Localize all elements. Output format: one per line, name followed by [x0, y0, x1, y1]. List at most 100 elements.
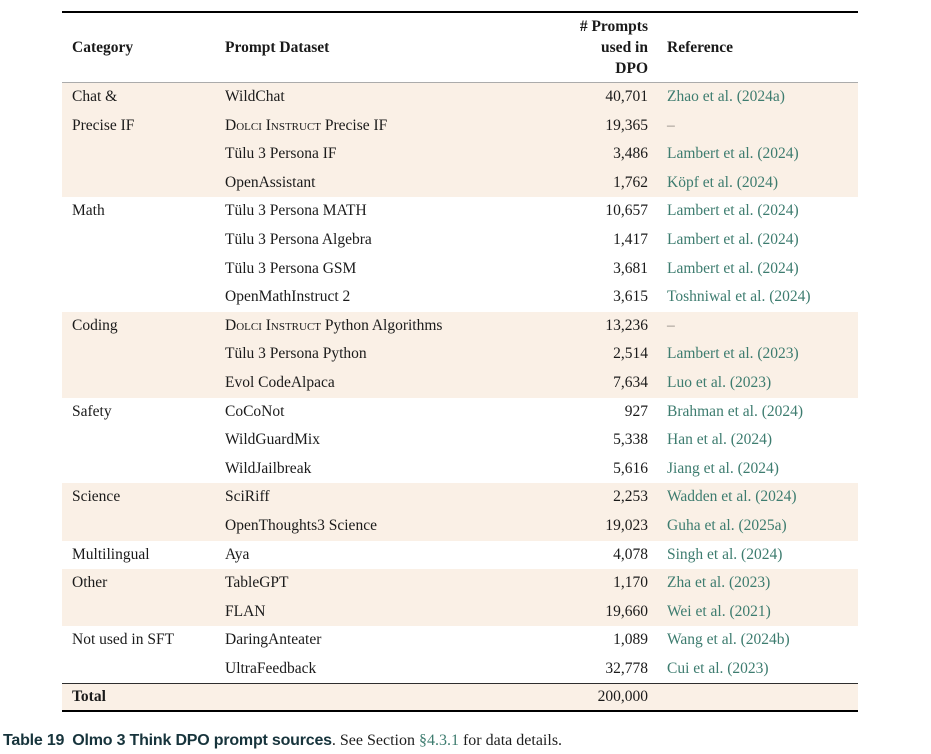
table-row: WildGuardMix 5,338 Han et al. (2024) — [62, 426, 858, 455]
table-row: Tülu 3 Persona IF 3,486 Lambert et al. (20… — [62, 140, 858, 169]
num-prompts-cell: 1,089 — [613, 631, 648, 649]
num-prompts-cell: 1,762 — [613, 173, 648, 191]
reference-citation-link[interactable]: Lambert et al. (2024) — [667, 202, 799, 220]
col-header-category: Category — [72, 38, 134, 56]
reference-citation-link[interactable]: Brahman et al. (2024) — [667, 402, 804, 420]
num-prompts-cell: 2,514 — [613, 345, 648, 363]
reference-citation-link[interactable]: Zhao et al. (2024a) — [667, 88, 785, 105]
category-cell — [72, 283, 225, 312]
table-row: Dolci Instruct Precise IF 19,365 – — [62, 112, 858, 141]
prompt-dataset-cell: WildJailbreak — [225, 459, 312, 477]
reference-citation-link[interactable]: Jiang et al. (2024) — [667, 459, 779, 477]
num-prompts-cell: 32,778 — [605, 659, 648, 677]
reference-citation-link[interactable]: Singh et al. (2024) — [667, 545, 783, 563]
reference-citation-link[interactable]: Lambert et al. (2024) — [667, 259, 799, 277]
reference-citation-link[interactable]: Lambert et al. (2023) — [667, 345, 799, 363]
col-header-num-prompts: # Prompts used in DPO — [579, 18, 648, 77]
table-row: OpenThoughts3 Science 19,023 Guha et al. (… — [62, 512, 858, 541]
category-cell — [72, 340, 225, 369]
reference-citation-link[interactable]: Wadden et al. (2024) — [667, 488, 797, 506]
num-prompts-cell: 5,338 — [613, 431, 648, 449]
caption-text-end: for data details. — [458, 732, 563, 749]
table-caption: Table 19 Olmo 3 Think DPO prompt sources.… — [3, 732, 928, 750]
prompt-dataset-cell: Tülu 3 Persona Algebra — [225, 230, 372, 248]
category-cell: Math — [72, 202, 105, 220]
category-group: Other TableGPT 1,170 Zha et al. (2023) FLAN 1… — [62, 569, 858, 627]
category-group: Chat & Precise IF WildChat 40,701 Zhao et a… — [62, 83, 858, 198]
col-header-reference: Reference — [667, 38, 733, 56]
dpo-prompt-sources-table: Category Prompt Dataset # Prompts used i… — [62, 11, 858, 713]
prompt-dataset-cell: UltraFeedback — [225, 659, 317, 677]
prompt-dataset-cell: Tülu 3 Persona Python — [225, 345, 367, 363]
table-top-rule — [62, 11, 858, 13]
category-cell — [72, 169, 225, 198]
category-cell: Coding — [72, 316, 118, 334]
prompt-dataset-cell: Evol CodeAlpaca — [225, 373, 335, 391]
table-row: Other TableGPT 1,170 Zha et al. (2023) — [62, 569, 858, 598]
reference-citation-link[interactable]: Han et al. (2024) — [667, 431, 773, 449]
table-row: OpenAssistant 1,762 Köpf et al. (2024) — [62, 169, 858, 198]
caption-label: Table 19 — [3, 732, 65, 749]
caption-title: Olmo 3 Think DPO prompt sources — [72, 732, 332, 749]
reference-empty: – — [667, 316, 675, 334]
reference-citation-link[interactable]: Lambert et al. (2024) — [667, 145, 799, 163]
table-row: Math Tülu 3 Persona MATH 10,657 Lambert et … — [62, 197, 858, 226]
num-prompts-cell: 1,170 — [613, 574, 648, 592]
num-prompts-cell: 13,236 — [605, 316, 648, 334]
num-prompts-cell: 3,615 — [613, 288, 648, 306]
table-row: Science SciRiff 2,253 Wadden et al. (2024) — [62, 483, 858, 512]
reference-citation-link[interactable]: Cui et al. (2023) — [667, 659, 769, 677]
prompt-dataset-cell: OpenAssistant — [225, 173, 316, 191]
reference-citation-link[interactable]: Guha et al. (2025a) — [667, 516, 787, 534]
table-header-row: Category Prompt Dataset # Prompts used i… — [62, 13, 858, 83]
table-body: Chat & Precise IF WildChat 40,701 Zhao et a… — [62, 83, 858, 683]
prompt-dataset-cell: TableGPT — [225, 574, 289, 592]
category-cell — [72, 140, 225, 169]
num-prompts-cell: 40,701 — [605, 88, 648, 105]
table-row: Chat & Precise IF WildChat 40,701 Zhao et a… — [62, 83, 858, 134]
caption-section-link[interactable]: §4.3.1 — [418, 732, 459, 749]
table-row: Coding Dolci Instruct Python Algorithms 13… — [62, 312, 858, 341]
num-prompts-cell: 1,417 — [613, 230, 648, 248]
reference-citation-link[interactable]: Zha et al. (2023) — [667, 574, 771, 592]
category-cell — [72, 369, 225, 398]
table-row: Safety CoCoNot 927 Brahman et al. (2024) — [62, 398, 858, 427]
reference-citation-link[interactable]: Toshniwal et al. (2024) — [667, 288, 811, 306]
prompt-dataset-cell: SciRiff — [225, 488, 270, 506]
category-cell — [72, 255, 225, 284]
prompt-dataset-cell: CoCoNot — [225, 402, 285, 420]
total-value: 200,000 — [597, 688, 648, 706]
table-total-row: Total 200,000 — [62, 683, 858, 711]
col-header-prompt-dataset: Prompt Dataset — [225, 38, 330, 56]
prompt-dataset-cell: DaringAnteater — [225, 631, 322, 649]
num-prompts-cell: 3,681 — [613, 259, 648, 277]
caption-period: . — [331, 732, 336, 749]
reference-citation-link[interactable]: Köpf et al. (2024) — [667, 173, 779, 191]
category-cell — [72, 226, 225, 255]
category-cell — [72, 426, 225, 455]
prompt-dataset-cell: OpenThoughts3 Science — [225, 516, 377, 534]
category-cell: Multilingual — [72, 545, 150, 563]
num-prompts-cell: 19,365 — [605, 116, 648, 134]
caption-text: See Section — [335, 732, 419, 749]
table-row: UltraFeedback 32,778 Cui et al. (2023) — [62, 655, 858, 684]
category-cell: Chat & Precise IF — [72, 88, 135, 134]
prompt-dataset-cell: Dolci Instruct Precise IF — [225, 116, 388, 134]
prompt-dataset-cell: Aya — [225, 545, 250, 563]
category-group: Math Tülu 3 Persona MATH 10,657 Lambert et … — [62, 197, 858, 311]
num-prompts-cell: 927 — [624, 402, 648, 420]
reference-citation-link[interactable]: Luo et al. (2023) — [667, 373, 772, 391]
reference-citation-link[interactable]: Wang et al. (2024b) — [667, 631, 790, 649]
table-row: WildJailbreak 5,616 Jiang et al. (2024) — [62, 455, 858, 484]
prompt-dataset-cell: FLAN — [225, 602, 266, 620]
reference-citation-link[interactable]: Wei et al. (2021) — [667, 602, 771, 620]
category-cell: Not used in SFT — [72, 631, 175, 649]
table-row: Multilingual Aya 4,078 Singh et al. (2024) — [62, 541, 858, 570]
reference-citation-link[interactable]: Lambert et al. (2024) — [667, 230, 799, 248]
prompt-dataset-cell: Dolci Instruct Python Algorithms — [225, 316, 443, 334]
category-cell — [72, 655, 225, 684]
num-prompts-cell: 10,657 — [605, 202, 648, 220]
table-row: Tülu 3 Persona Algebra 1,417 Lambert et al… — [62, 226, 858, 255]
num-prompts-cell: 19,023 — [605, 516, 648, 534]
table-bottom-rule — [62, 710, 858, 713]
